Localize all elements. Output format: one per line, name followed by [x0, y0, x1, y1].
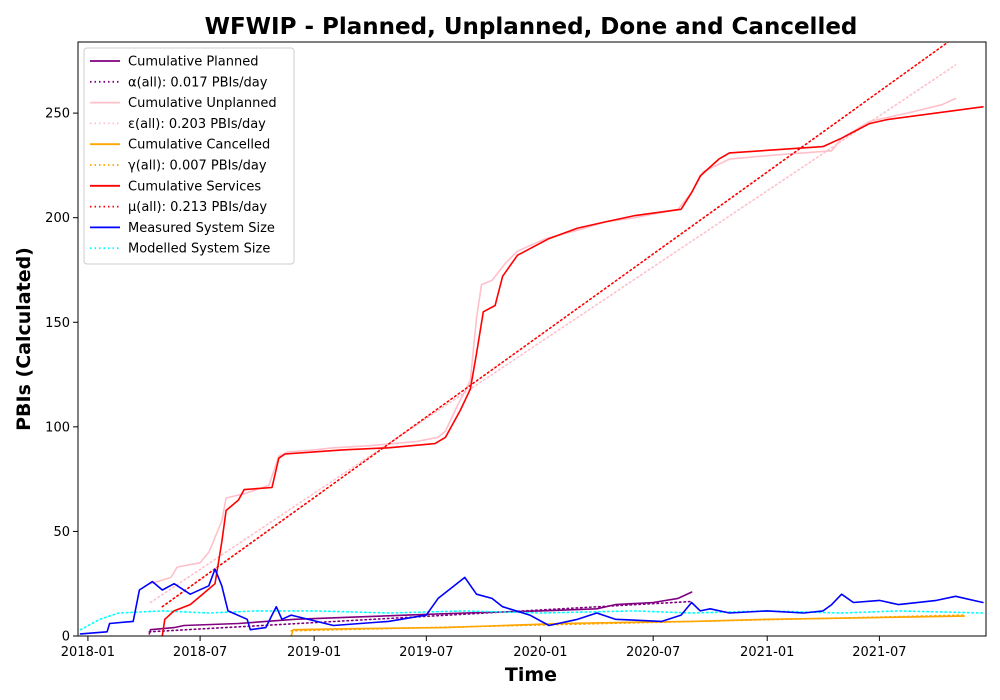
x-tick-label: 2018-01	[61, 645, 115, 660]
series-line-cumulative-unplanned-2	[149, 97, 957, 585]
legend-label-all-0-213-pbis-day: μ(all): 0.213 PBIs/day	[128, 200, 267, 215]
legend: Cumulative Planned α(all): 0.017 PBIs/day…	[83, 47, 295, 265]
y-tick-label: 150	[45, 316, 70, 331]
series-line-measured-system-size-8	[79, 568, 984, 635]
series-line-cumulative-services-6	[161, 106, 984, 636]
x-tick-label: 2021-07	[852, 645, 906, 660]
y-axis: 0 50 100 150 200 250	[45, 107, 78, 645]
plot-frame	[77, 41, 987, 637]
legend-label-measured-system-size: Measured System Size	[128, 221, 275, 236]
x-tick-label: 2020-07	[626, 645, 680, 660]
x-tick-label: 2019-07	[399, 645, 453, 660]
y-tick-label: 250	[45, 107, 70, 122]
series-line-all-0-007-pbis-day-5	[290, 614, 966, 632]
x-tick-label: 2019-01	[287, 645, 341, 660]
legend-label-cumulative-unplanned: Cumulative Unplanned	[128, 96, 277, 111]
legend-label-all-0-007-pbis-day: γ(all): 0.007 PBIs/day	[128, 159, 267, 174]
series-line-cumulative-planned-0	[148, 591, 693, 635]
legend-label-cumulative-cancelled: Cumulative Cancelled	[128, 138, 270, 153]
legend-box	[83, 47, 295, 265]
y-axis-label: PBIs (Calculated)	[13, 247, 35, 431]
y-tick-label: 50	[53, 525, 70, 540]
legend-label-cumulative-services: Cumulative Services	[128, 179, 261, 194]
series-line-all-0-213-pbis-day-7	[161, 42, 950, 608]
series-line-modelled-system-size-9	[79, 610, 984, 631]
y-tick-label: 100	[45, 420, 70, 435]
series-line-all-0-203-pbis-day-3	[149, 64, 957, 604]
x-tick-label: 2018-07	[173, 645, 227, 660]
y-tick-label: 0	[62, 630, 70, 645]
x-tick-label: 2020-01	[513, 645, 567, 660]
x-axis: 2018-01 2018-07 2019-01 2019-07 2020-01 2020-…	[61, 636, 907, 660]
y-tick-label: 200	[45, 211, 70, 226]
legend-label-modelled-system-size: Modelled System Size	[128, 242, 270, 257]
chart-title: WFWIP - Planned, Unplanned, Done and Can…	[205, 14, 858, 40]
legend-label-cumulative-planned: Cumulative Planned	[128, 55, 258, 70]
x-axis-label: Time	[505, 664, 557, 686]
plot-area	[79, 42, 984, 636]
legend-label-all-0-017-pbis-day: α(all): 0.017 PBIs/day	[128, 75, 268, 90]
legend-label-all-0-203-pbis-day: ε(all): 0.203 PBIs/day	[128, 117, 266, 132]
x-tick-label: 2021-01	[740, 645, 794, 660]
